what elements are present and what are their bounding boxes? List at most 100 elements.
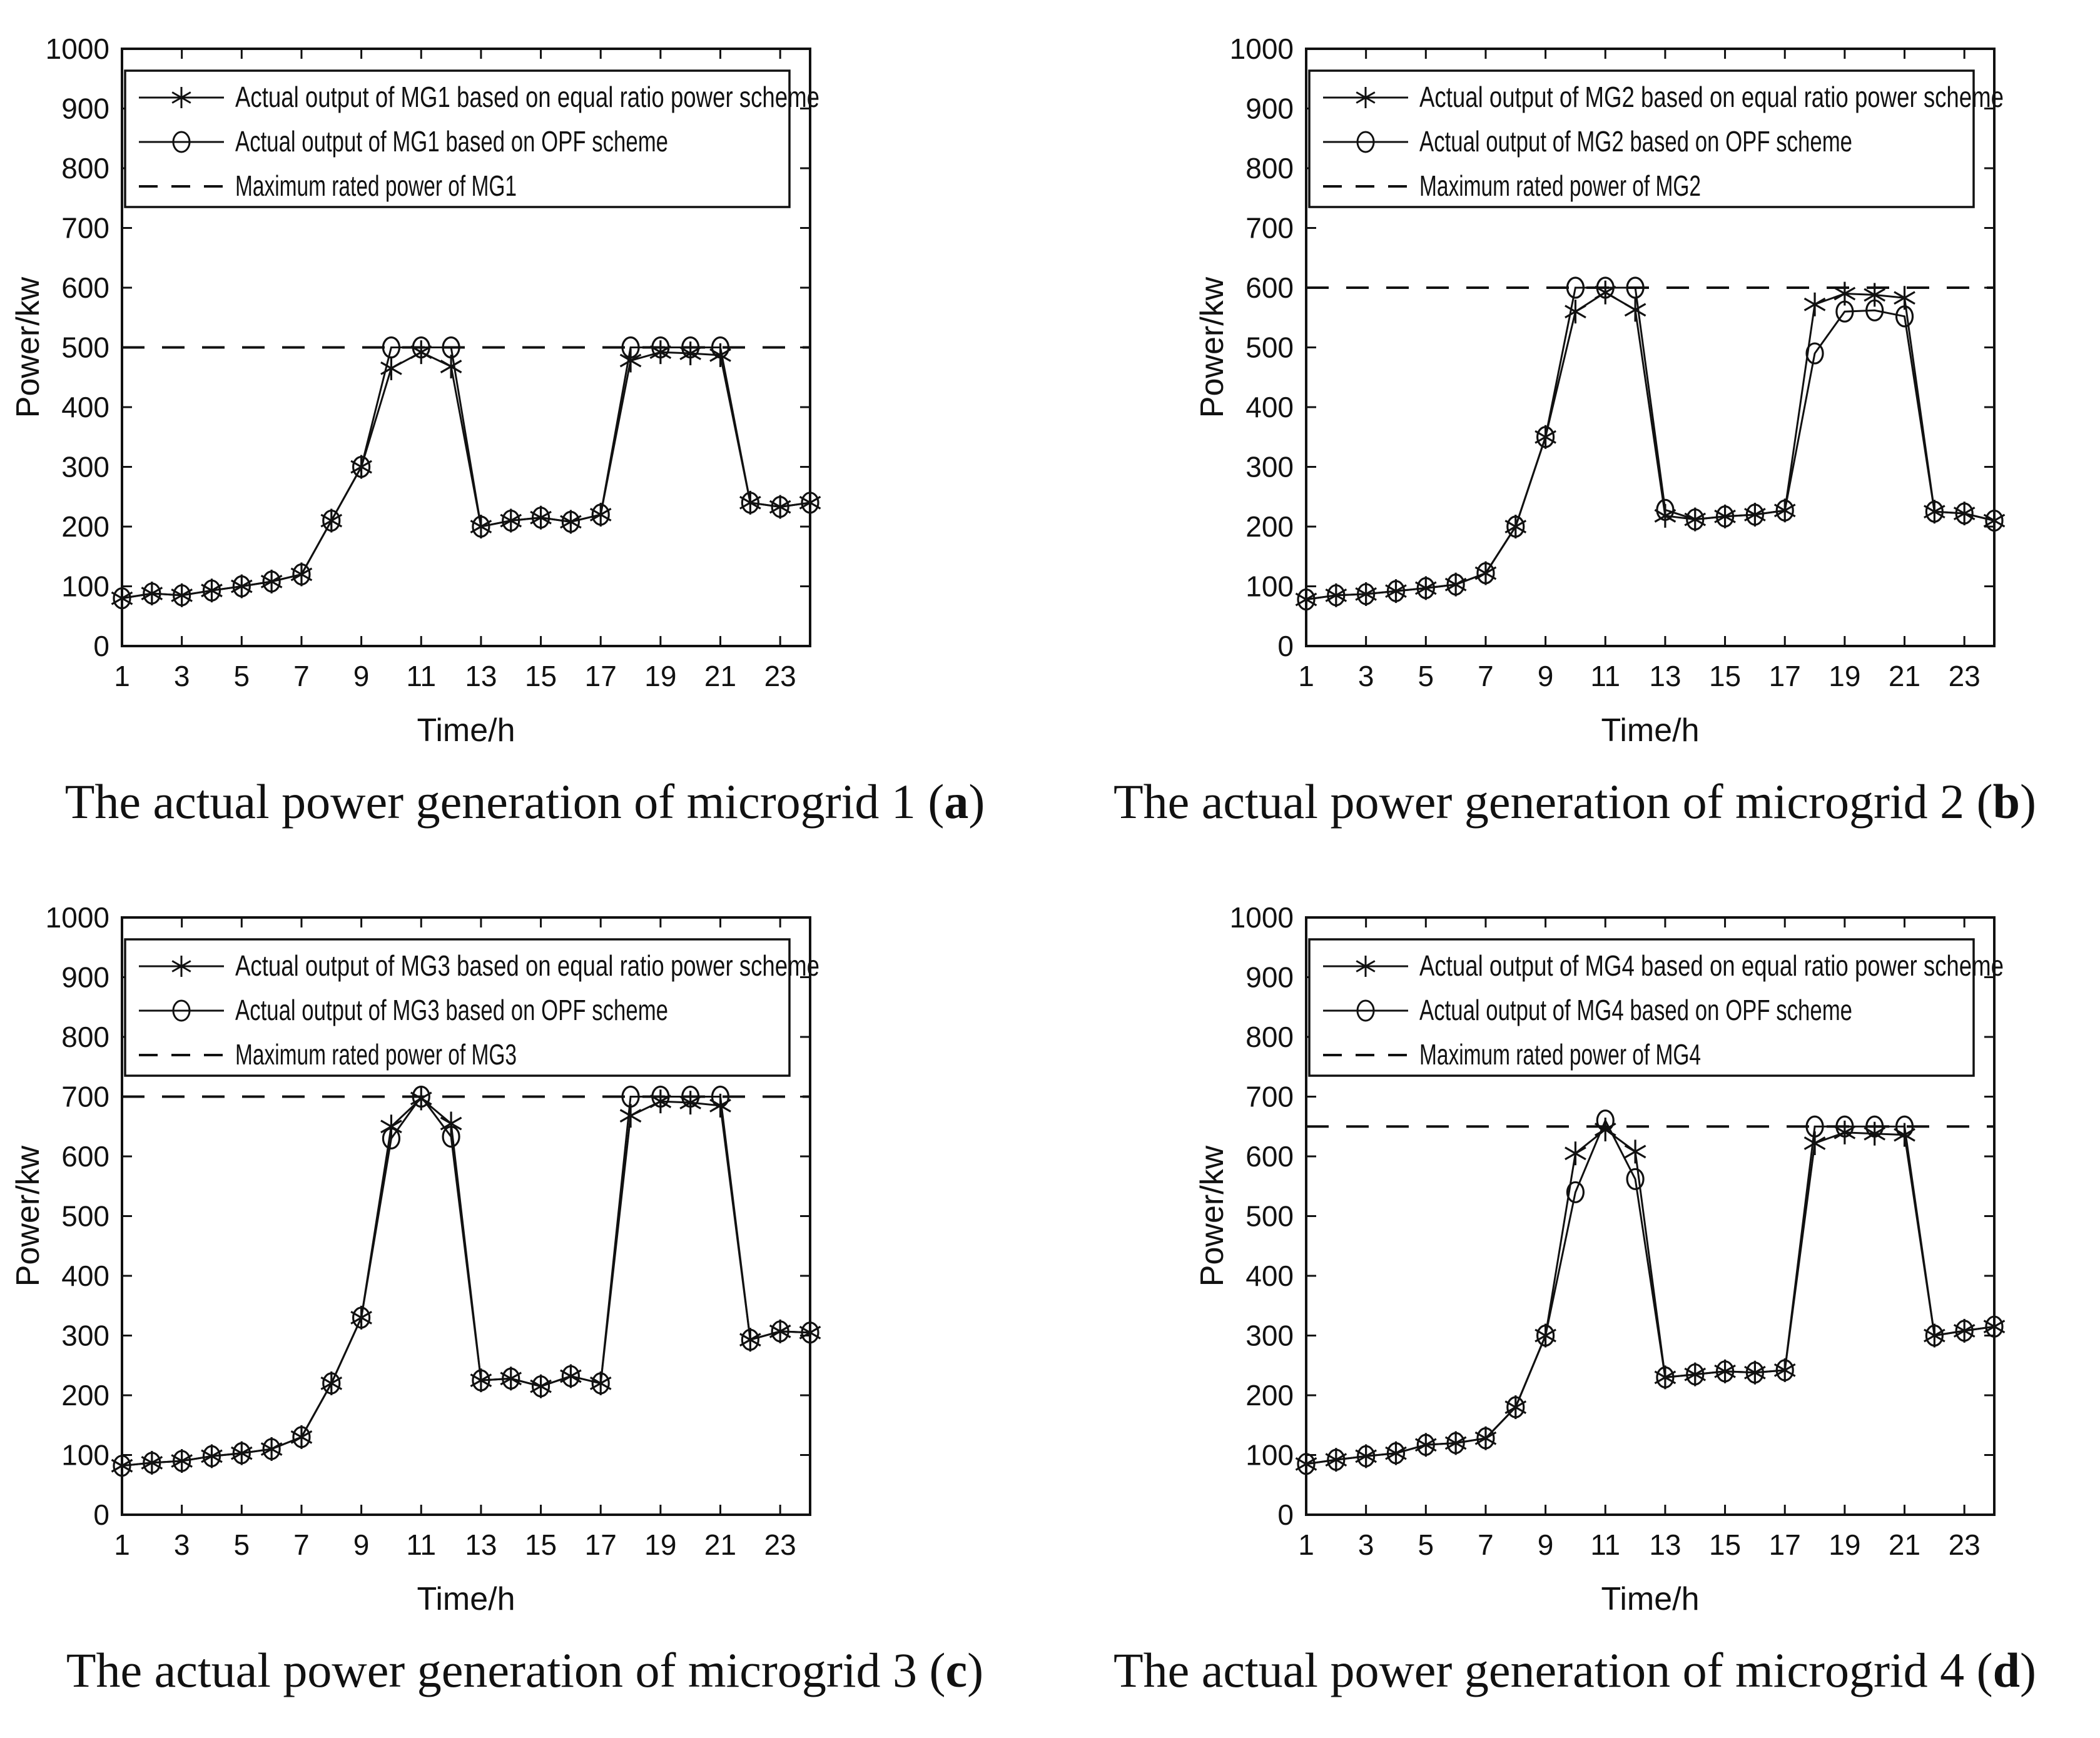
svg-text:200: 200 xyxy=(1245,510,1294,543)
svg-text:1: 1 xyxy=(114,660,130,692)
svg-text:600: 600 xyxy=(1245,271,1294,304)
circle-marker xyxy=(1327,584,1346,607)
circle-marker xyxy=(1386,1442,1406,1465)
circle-marker xyxy=(202,579,221,602)
caption-d: The actual power generation of microgrid… xyxy=(1050,1642,2100,1699)
circle-marker xyxy=(232,575,251,598)
svg-text:300: 300 xyxy=(1245,451,1294,483)
svg-text:Maximum rated power of MG3: Maximum rated power of MG3 xyxy=(235,1038,517,1071)
line-chart-mg3: 1 3 5 7 9 11 13 15 17 19 21 23010020030040050060070… xyxy=(10,901,821,1617)
star-marker xyxy=(679,1091,702,1115)
svg-text:1: 1 xyxy=(114,1528,130,1561)
circle-marker xyxy=(202,1445,221,1468)
circle-marker xyxy=(1446,1432,1465,1455)
svg-text:1000: 1000 xyxy=(46,33,109,65)
svg-text:19: 19 xyxy=(1829,660,1860,692)
svg-text:19: 19 xyxy=(644,660,676,692)
circle-marker xyxy=(621,336,640,359)
circle-marker xyxy=(1686,1363,1705,1386)
svg-text:900: 900 xyxy=(61,961,109,994)
circle-marker xyxy=(681,1085,700,1108)
circle-marker xyxy=(681,336,700,359)
svg-text:21: 21 xyxy=(1889,1528,1920,1561)
caption-letter: a xyxy=(944,774,969,829)
star-marker xyxy=(1356,956,1376,977)
svg-text:11: 11 xyxy=(406,1528,436,1561)
caption-text: The actual power generation of microgrid… xyxy=(1113,774,1993,829)
legend: Actual output of MG2 based on equal rati… xyxy=(1308,69,2004,208)
svg-text:0: 0 xyxy=(1277,1498,1294,1531)
circle-marker xyxy=(292,563,311,586)
circle-marker xyxy=(741,1328,759,1351)
caption-b: The actual power generation of microgrid… xyxy=(1050,774,2100,830)
svg-text:7: 7 xyxy=(1478,660,1494,692)
svg-text:23: 23 xyxy=(764,1528,796,1561)
caption-letter: d xyxy=(1992,1643,2020,1697)
star-marker xyxy=(440,355,462,379)
chart-panel-a: 1 3 5 7 9 11 13 15 17 19 21 23 0 100 200 300 400 500 600 70… xyxy=(0,0,1050,869)
svg-text:Maximum rated power of MG2: Maximum rated power of MG2 xyxy=(1419,169,1701,202)
star-marker xyxy=(1864,283,1886,307)
circle-marker xyxy=(292,1426,311,1448)
circle-marker xyxy=(651,336,670,359)
svg-text:100: 100 xyxy=(61,1439,109,1472)
circle-marker xyxy=(1745,1362,1764,1384)
legend: Actual output of MG4 based on equal rati… xyxy=(1308,938,2004,1077)
circle-marker xyxy=(1327,1448,1346,1471)
circle-marker xyxy=(651,1085,670,1108)
circle-marker xyxy=(1536,426,1555,448)
svg-text:Actual output of MG4 based on: Actual output of MG4 based on equal rati… xyxy=(1419,949,2004,982)
svg-text:400: 400 xyxy=(1245,391,1294,423)
svg-text:300: 300 xyxy=(1245,1320,1294,1352)
circle-marker xyxy=(1805,342,1824,365)
circle-marker xyxy=(591,1372,610,1395)
circle-marker xyxy=(1656,498,1675,521)
svg-text:3: 3 xyxy=(174,1528,190,1561)
svg-text:23: 23 xyxy=(1949,1528,1981,1561)
circle-marker xyxy=(502,1367,520,1390)
svg-text:1000: 1000 xyxy=(1230,33,1294,65)
caption-a: The actual power generation of microgrid… xyxy=(0,774,1050,830)
svg-text:17: 17 xyxy=(1769,1528,1801,1561)
circle-marker xyxy=(382,336,401,359)
svg-text:Actual output of MG3 based on: Actual output of MG3 based on equal rati… xyxy=(235,949,819,982)
star-marker xyxy=(171,87,191,108)
circle-marker xyxy=(1626,276,1645,299)
svg-text:17: 17 xyxy=(585,1528,617,1561)
svg-text:5: 5 xyxy=(234,1528,250,1561)
circle-marker xyxy=(1745,503,1764,526)
svg-text:Actual output of MG3 based on: Actual output of MG3 based on OPF scheme xyxy=(235,994,668,1026)
svg-text:400: 400 xyxy=(61,1260,109,1292)
circle-marker xyxy=(1775,499,1794,522)
circle-marker xyxy=(232,1442,251,1465)
svg-text:800: 800 xyxy=(1245,1021,1294,1053)
svg-text:23: 23 xyxy=(764,660,796,692)
line-chart-mg2: 1 3 5 7 9 11 13 15 17 19 21 23010020030040050060070… xyxy=(1194,33,2006,749)
svg-text:15: 15 xyxy=(525,660,557,692)
axis-ticks xyxy=(121,916,810,1516)
svg-text:13: 13 xyxy=(1649,660,1681,692)
svg-text:21: 21 xyxy=(704,660,736,692)
circle-marker xyxy=(1895,1115,1914,1138)
circle-marker xyxy=(1596,1109,1615,1132)
svg-text:1000: 1000 xyxy=(46,901,109,934)
svg-text:500: 500 xyxy=(61,1200,109,1233)
circle-marker xyxy=(472,515,490,538)
x-axis-label: Time/h xyxy=(1601,1581,1700,1617)
star-marker xyxy=(1803,292,1826,316)
svg-text:600: 600 xyxy=(61,1140,109,1173)
legend: Actual output of MG1 based on equal rati… xyxy=(124,69,819,208)
caption-text: The actual power generation of microgrid… xyxy=(64,774,945,829)
circle-marker xyxy=(1357,1445,1376,1468)
circle-marker xyxy=(1656,1366,1675,1388)
svg-text:7: 7 xyxy=(293,1528,310,1561)
chart-panel-c: 1 3 5 7 9 11 13 15 17 19 21 23 0 100 200 300 400 500 600 70… xyxy=(0,869,1050,1738)
circle-marker xyxy=(412,1085,430,1108)
svg-text:500: 500 xyxy=(61,331,109,364)
svg-text:15: 15 xyxy=(1709,660,1741,692)
svg-text:9: 9 xyxy=(1538,1528,1554,1561)
star-marker xyxy=(1565,1141,1586,1166)
circle-marker xyxy=(172,131,191,153)
circle-marker xyxy=(352,1306,371,1329)
